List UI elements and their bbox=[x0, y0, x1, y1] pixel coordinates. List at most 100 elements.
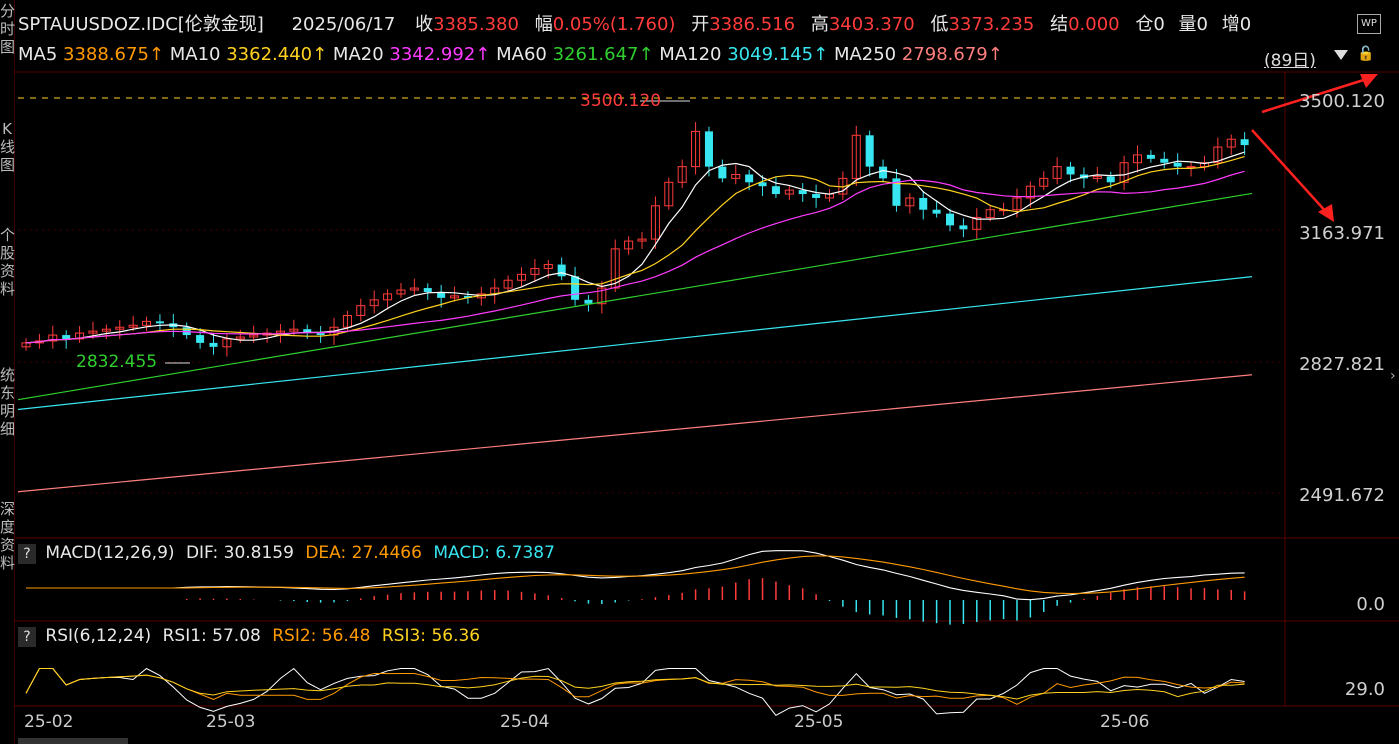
rsi2-line bbox=[25, 668, 1245, 705]
ma60-value: 3261.647↑ bbox=[552, 44, 654, 65]
sidebar-tab-detail[interactable]: 统东明细 bbox=[0, 366, 16, 438]
candle-body bbox=[932, 209, 941, 214]
candle-body bbox=[303, 329, 312, 334]
candle-body bbox=[571, 276, 580, 300]
candle-body bbox=[1132, 154, 1143, 164]
ma60-label: MA60 bbox=[496, 44, 547, 65]
candle-body bbox=[222, 338, 232, 348]
settle-label: 结 bbox=[1050, 14, 1069, 35]
candle-body bbox=[396, 289, 406, 295]
left-sidebar bbox=[0, 0, 15, 744]
high-value: 3403.370 bbox=[828, 14, 915, 35]
ma250-value: 2798.679↑ bbox=[901, 44, 1003, 65]
rsi1-value: RSI1: 57.08 bbox=[162, 626, 261, 646]
close-value: 3385.380 bbox=[433, 14, 519, 35]
candle-body bbox=[704, 131, 713, 167]
ma5-label: MA5 bbox=[18, 44, 58, 65]
candle-body bbox=[865, 135, 874, 167]
x-axis-label: 25-02 bbox=[24, 712, 74, 732]
candle-body bbox=[972, 217, 982, 230]
rsi-header: ? RSI(6,12,24) RSI1: 57.08 RSI2: 56.48 R… bbox=[18, 626, 480, 647]
candle-body bbox=[275, 330, 285, 334]
volume-value: 0 bbox=[1196, 14, 1208, 35]
sidebar-tab-depth[interactable]: 深度资料 bbox=[0, 500, 16, 572]
candle-body bbox=[1186, 166, 1196, 169]
low-label: 低 bbox=[930, 14, 949, 35]
ma-legend: MA5 3388.675↑ MA10 3362.440↑ MA20 3342.9… bbox=[18, 44, 1003, 65]
macd-value: MACD: 6.7387 bbox=[433, 543, 555, 563]
rsi-title: RSI(6,12,24) bbox=[45, 626, 152, 646]
candle-body bbox=[1119, 162, 1129, 183]
candle-body bbox=[597, 287, 607, 305]
red-arrowhead-down bbox=[1318, 204, 1334, 222]
candle-body bbox=[650, 205, 660, 240]
ma10-label: MA10 bbox=[169, 44, 221, 65]
rsi-axis-label: 29.0 bbox=[1344, 679, 1385, 700]
lock-icon[interactable]: 🔓 bbox=[1357, 46, 1375, 62]
dea-line bbox=[26, 555, 1245, 595]
candle-body bbox=[369, 299, 379, 307]
ma5-value: 3388.675↑ bbox=[63, 44, 164, 65]
candle-body bbox=[584, 299, 593, 304]
ma120-line bbox=[17, 276, 1253, 411]
quote-header: SPTAUUSDOZ.IDC[伦敦金现] 2025/06/17 收3385.38… bbox=[18, 10, 1251, 38]
ma20-value: 3342.992↑ bbox=[389, 44, 491, 65]
candle-body bbox=[905, 197, 915, 207]
rsi3-line bbox=[25, 668, 1245, 700]
close-label: 收 bbox=[415, 14, 434, 35]
candle-body bbox=[784, 189, 794, 195]
candle-body bbox=[677, 166, 687, 183]
candle-body bbox=[879, 166, 888, 179]
candle-body bbox=[209, 342, 218, 347]
range-label: 幅 bbox=[534, 14, 553, 35]
candle-body bbox=[383, 293, 393, 301]
wp-icon[interactable]: WP bbox=[1357, 14, 1381, 34]
macd-dea: DEA: 27.4466 bbox=[305, 543, 422, 563]
ma20-label: MA20 bbox=[332, 44, 384, 65]
ma250-label: MA250 bbox=[833, 44, 897, 65]
candle-body bbox=[959, 225, 968, 230]
candle-body bbox=[196, 335, 205, 343]
high-label: 高 bbox=[810, 14, 829, 35]
candle-body bbox=[316, 333, 325, 336]
range-value: 0.05%(1.760) bbox=[552, 14, 676, 35]
x-axis-label: 25-04 bbox=[500, 712, 550, 732]
candle-body bbox=[919, 197, 928, 210]
candle-body bbox=[1066, 166, 1075, 175]
macd-axis-label: 0.0 bbox=[1356, 594, 1385, 615]
x-axis-label: 25-03 bbox=[206, 712, 256, 732]
candle-body bbox=[1173, 162, 1182, 167]
candle-body bbox=[758, 182, 767, 187]
rsi2-value: RSI2: 56.48 bbox=[272, 626, 371, 646]
increase-label: 增 bbox=[1221, 14, 1240, 35]
candle-body bbox=[356, 305, 366, 316]
candle-body bbox=[1160, 158, 1169, 163]
candle-body bbox=[718, 166, 727, 179]
candle-body bbox=[503, 279, 513, 289]
period-selector[interactable]: (89日) bbox=[1264, 51, 1316, 71]
candle-body bbox=[142, 320, 152, 326]
sidebar-tab-timeshare[interactable]: 分时图 bbox=[0, 2, 16, 56]
candle-body bbox=[1213, 146, 1223, 164]
candle-body bbox=[771, 186, 780, 195]
sidebar-tab-profile[interactable]: 个股资料 bbox=[0, 226, 16, 298]
candle-body bbox=[1039, 177, 1049, 187]
candle-body bbox=[637, 238, 647, 242]
rsi-help-icon[interactable]: ? bbox=[18, 627, 36, 647]
scrollbar bbox=[18, 738, 128, 744]
macd-help-icon[interactable]: ? bbox=[18, 544, 36, 564]
macd-dif: DIF: 30.8159 bbox=[185, 543, 294, 563]
chevron-right-icon[interactable]: › bbox=[1390, 368, 1396, 384]
candle-body bbox=[543, 264, 553, 269]
candle-body bbox=[289, 328, 299, 332]
dropdown-triangle-icon[interactable] bbox=[1334, 50, 1348, 60]
candle-body bbox=[557, 264, 566, 277]
open-value: 3386.516 bbox=[709, 14, 796, 35]
candle-body bbox=[409, 287, 419, 291]
candle-body bbox=[450, 295, 460, 299]
candle-body bbox=[48, 334, 58, 342]
candle-body bbox=[516, 273, 527, 281]
ma10-line bbox=[25, 156, 1245, 344]
